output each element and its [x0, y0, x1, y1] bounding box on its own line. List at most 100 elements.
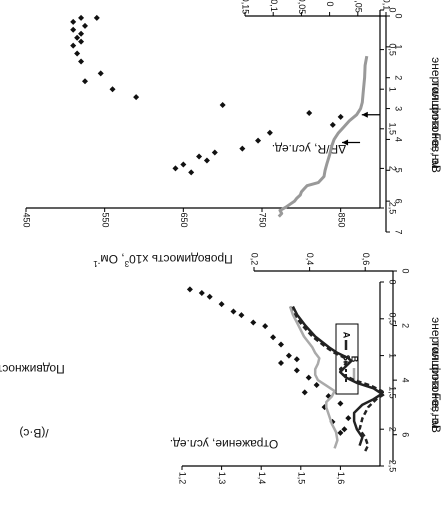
mobility-ytick-label: 750 — [258, 212, 268, 227]
mobility-xtick-label: 0,5 — [388, 43, 398, 56]
mobility-point — [74, 34, 81, 41]
mobility-point — [255, 137, 262, 144]
conductivity-ylabel-text: Проводимость x10 — [129, 252, 233, 266]
dr-xtick-label: 1 — [394, 44, 404, 49]
mobility-ylabel-text: Подвижность, см — [0, 362, 65, 376]
mobility-ytick-label: 650 — [179, 212, 189, 227]
dr-ytick-label: 0,05 — [353, 0, 363, 13]
reflectance-xtick-label: 6 — [401, 432, 411, 437]
mobility-ylabel: Подвижность, см2 — [0, 362, 65, 378]
mobility-point — [82, 78, 88, 85]
reflectance-series-a — [291, 305, 384, 447]
conductivity-ytick-label: 1,6 — [336, 472, 346, 485]
mobility-point — [306, 109, 313, 116]
dr-ytick-label: -0,15 — [241, 0, 251, 14]
mobility-point — [78, 14, 85, 21]
mobility-ytick-label: 450 — [22, 212, 32, 227]
mobility-point — [70, 18, 77, 25]
conductivity-point — [230, 308, 237, 315]
mobility-point — [219, 102, 226, 109]
conductivity-point — [301, 389, 308, 396]
reflectance-xlabel: энергия фотонов, эВ — [429, 317, 443, 433]
dr-ytick-label: -0,1 — [269, 0, 279, 12]
conductivity-ytick-label: 1,5 — [296, 472, 306, 485]
conductivity-point — [285, 352, 292, 359]
conductivity-point — [313, 382, 320, 389]
mobility-point — [239, 145, 246, 152]
conductivity-ylabel-sup2: -1 — [93, 259, 101, 268]
conductivity-ytick-label: 1,4 — [257, 472, 267, 485]
dr-xtick-label: 0 — [394, 13, 404, 18]
mobility-ytick-label: 550 — [100, 212, 110, 227]
conductivity-point — [305, 374, 312, 381]
dr-xtick-label: 6 — [394, 199, 404, 204]
conductivity-point — [337, 400, 344, 407]
conductivity-ylabel-sup1: 3 — [124, 259, 129, 268]
dr-arrow-head — [361, 111, 368, 118]
mobility-point — [82, 22, 88, 29]
reflectance-ylabel: Отражение, усл.ед. — [170, 437, 279, 451]
mobility-xtick-label: 2 — [388, 166, 398, 171]
mobility-point — [196, 153, 203, 160]
mobility-point — [266, 129, 273, 136]
conductivity-point — [206, 293, 213, 300]
mobility-xlabel: толщина Fe, нм — [429, 81, 443, 169]
mobility-point — [78, 38, 85, 45]
conductivity-ytick-label: 1,2 — [178, 472, 188, 485]
reflectance-series-si — [288, 305, 386, 452]
mobility-xtick-label: 2,5 — [388, 202, 398, 215]
conductivity-point — [337, 429, 344, 436]
mobility-point — [188, 169, 195, 176]
dr-xtick-label: 3 — [394, 106, 404, 111]
conductivity-ytick-label: 1,3 — [217, 472, 227, 485]
reflectance-ytick-label: 0,2 — [250, 253, 260, 266]
dr-ytick-label: -0,05 — [297, 0, 307, 14]
conductivity-point — [238, 312, 245, 319]
mobility-point — [109, 86, 116, 93]
mobility-point — [211, 149, 218, 156]
mobility-point — [97, 70, 104, 77]
dr-xtick-label: 4 — [394, 137, 404, 142]
mobility-xtick-label: 1,5 — [388, 123, 398, 136]
conductivity-xlabel: толщина Fe, нм — [429, 341, 443, 429]
conductivity-point — [186, 286, 193, 293]
conductivity-point — [293, 367, 300, 374]
mobility-point — [329, 121, 336, 128]
legend-label-a: A — [342, 332, 352, 339]
conductivity-point — [293, 356, 300, 363]
conductivity-point — [278, 359, 284, 366]
mobility-chart: Подвижность, см2 /(В·с) толщина Fe, нм 0… — [0, 7, 443, 439]
conductivity-point — [198, 290, 205, 297]
mobility-point — [78, 30, 85, 37]
dr-xlabel: энергия фотонов, эВ — [429, 57, 443, 173]
conductivity-point — [270, 334, 277, 341]
conductivity-ylabel: Проводимость x103, Ом-1 — [93, 252, 233, 268]
mobility-point — [78, 58, 85, 65]
mobility-xtick-label: 0 — [388, 7, 398, 12]
reflectance-ytick-label: 0,6 — [361, 253, 371, 266]
mobility-point — [70, 26, 77, 33]
conductivity-point — [250, 319, 257, 326]
reflectance-xtick-label: 2 — [401, 323, 411, 328]
mobility-point — [133, 94, 140, 101]
reflectance-legend-box — [335, 323, 359, 395]
legend-label-b: B — [350, 356, 360, 363]
dr-xtick-label: 7 — [394, 229, 404, 234]
reflectance-chart: Отражение, усл.ед. энергия фотонов, эВ S… — [170, 253, 443, 462]
dr-ytick-label: 0 — [325, 1, 335, 6]
mobility-point — [93, 14, 100, 21]
mobility-point — [180, 161, 187, 168]
differential-reflectance-chart: ΔR/R, усл.ед. энергия фотонов, эВ 0 1 2 3 4 5… — [241, 0, 443, 235]
mobility-point — [74, 50, 81, 57]
mobility-point — [203, 157, 210, 164]
mobility-ylabel-tail: /(В·с) — [19, 426, 48, 440]
dr-series-0 — [277, 55, 369, 218]
conductivity-point — [218, 301, 225, 308]
conductivity-point — [341, 426, 348, 433]
conductivity-point — [262, 323, 269, 330]
reflectance-series-b — [288, 306, 339, 449]
reflectance-xtick-label: 0 — [401, 268, 411, 273]
reflectance-xtick-label: 4 — [401, 378, 411, 383]
dr-ytick-label: 0,1 — [382, 0, 392, 10]
